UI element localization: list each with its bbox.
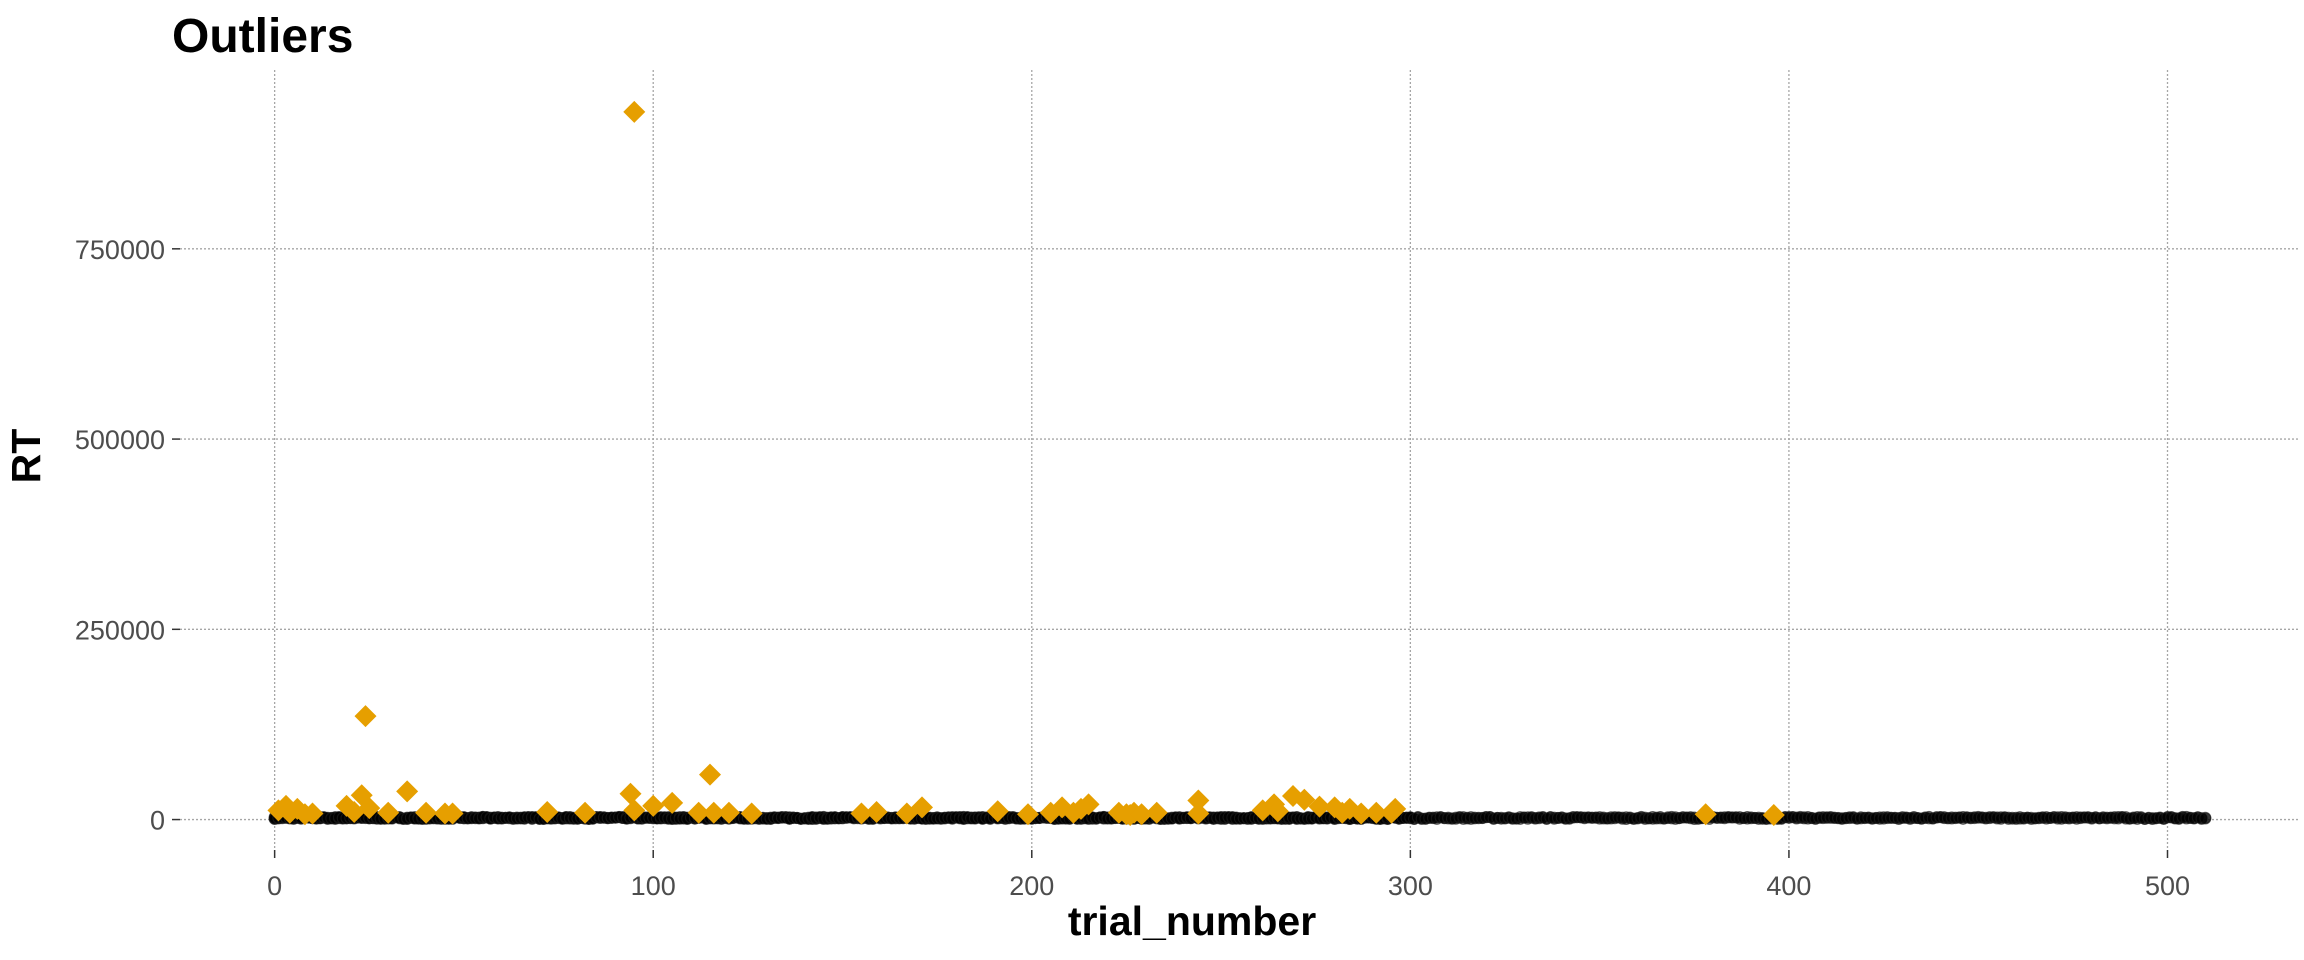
outlier-point bbox=[354, 705, 377, 728]
outlier-point bbox=[415, 801, 438, 824]
x-tick-label: 200 bbox=[1009, 871, 1054, 901]
outlier-point bbox=[574, 801, 597, 824]
outlier-point bbox=[1365, 801, 1388, 824]
outlier-point bbox=[986, 800, 1009, 823]
outlier-point bbox=[343, 800, 366, 823]
outlier-point bbox=[699, 763, 721, 786]
outlier-point bbox=[687, 801, 710, 824]
x-tick-label: 400 bbox=[1766, 871, 1811, 901]
x-axis-title: trial_number bbox=[1068, 898, 1316, 944]
outlier-point bbox=[1266, 800, 1289, 823]
outlier-point bbox=[911, 796, 933, 819]
normal-point bbox=[2199, 812, 2212, 825]
outlier-point bbox=[642, 794, 665, 817]
outlier-point bbox=[623, 799, 646, 822]
outlier-point bbox=[740, 802, 763, 825]
outlier-points bbox=[267, 100, 1785, 826]
outlier-point bbox=[1187, 802, 1210, 825]
outlier-point bbox=[377, 801, 400, 824]
outlier-point bbox=[623, 100, 646, 123]
outlier-point bbox=[1017, 803, 1039, 826]
outlier-point bbox=[358, 797, 381, 820]
outlier-point bbox=[1308, 795, 1331, 818]
normal-points bbox=[268, 810, 2212, 825]
outlier-point bbox=[1350, 802, 1373, 825]
grid-lines bbox=[180, 70, 2300, 850]
outlier-point bbox=[301, 802, 324, 825]
y-tick-label: 250000 bbox=[75, 615, 165, 645]
outlier-point bbox=[702, 801, 725, 824]
outlier-point bbox=[661, 791, 684, 814]
outlier-point bbox=[1130, 803, 1153, 826]
x-tick-label: 500 bbox=[2145, 871, 2190, 901]
y-tick-label: 750000 bbox=[75, 235, 165, 265]
axes: 0 100 200 300 400 500 0 250000 500000 750000 bbox=[75, 235, 2190, 901]
outlier-point bbox=[850, 802, 873, 825]
outlier-point bbox=[1145, 801, 1168, 824]
outlier-point bbox=[441, 802, 464, 825]
outlier-point bbox=[619, 782, 642, 805]
y-tick-label: 0 bbox=[150, 806, 165, 836]
outlier-point bbox=[865, 800, 888, 823]
outlier-point bbox=[1762, 803, 1785, 826]
outlier-point bbox=[1694, 803, 1717, 826]
chart-title: Outliers bbox=[172, 10, 353, 63]
outlier-point bbox=[1077, 793, 1100, 816]
x-tick-label: 0 bbox=[267, 871, 282, 901]
outlier-point bbox=[396, 780, 419, 803]
x-tick-label: 300 bbox=[1388, 871, 1433, 901]
x-tick-label: 100 bbox=[631, 871, 676, 901]
outlier-point bbox=[717, 801, 740, 824]
outlier-point bbox=[1187, 789, 1210, 812]
outlier-point bbox=[536, 800, 559, 823]
y-tick-label: 500000 bbox=[75, 425, 165, 455]
outlier-point bbox=[1384, 797, 1407, 820]
y-axis-title: RT bbox=[3, 429, 49, 484]
